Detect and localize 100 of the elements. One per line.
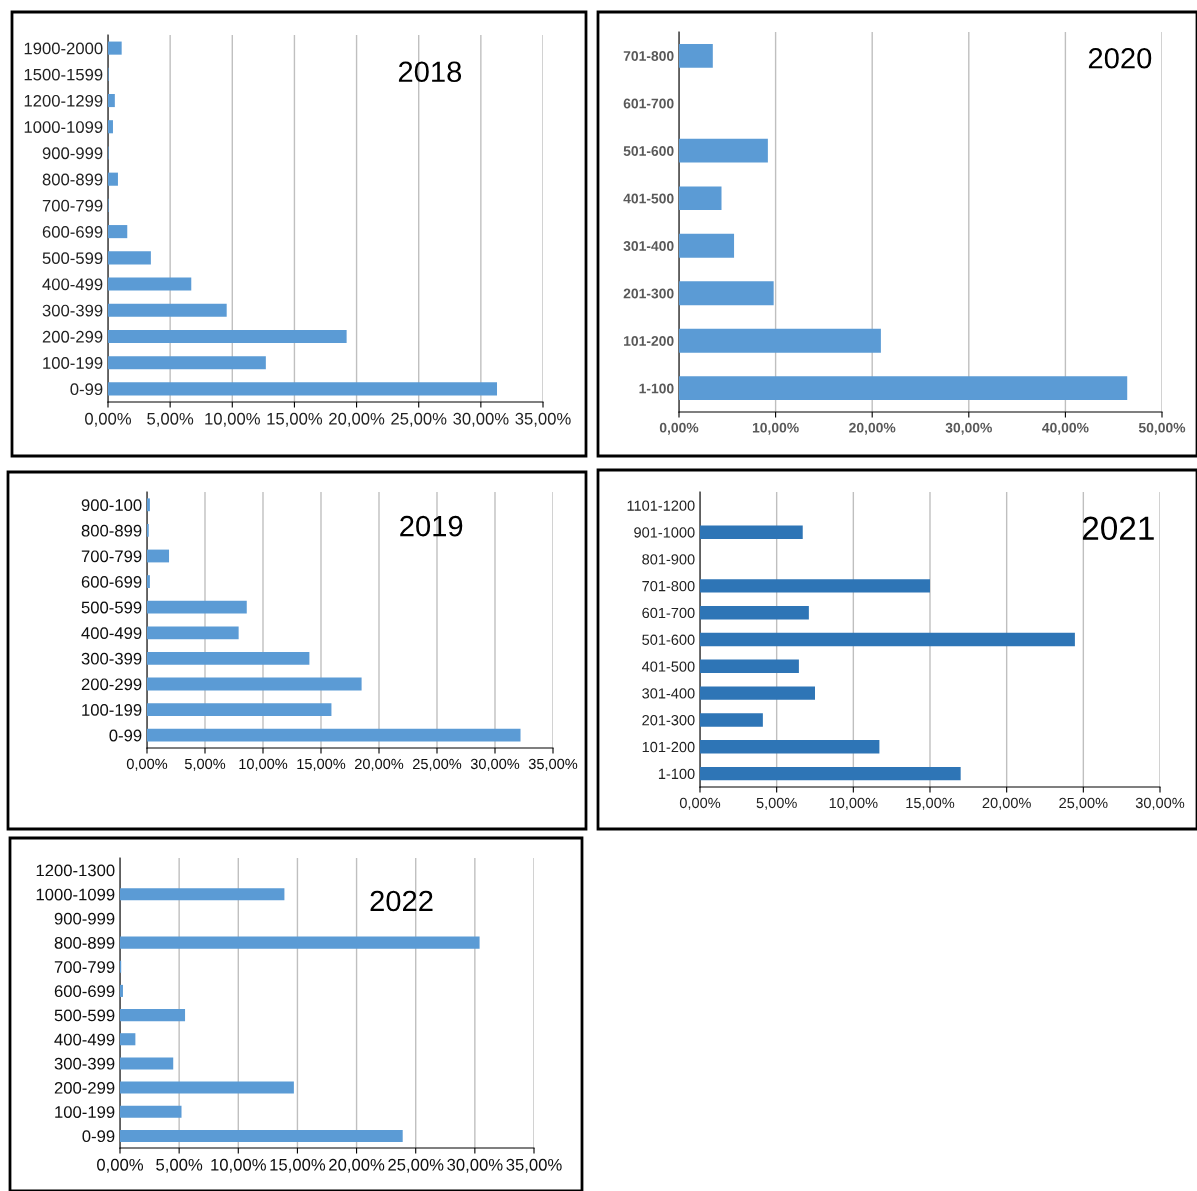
x-tick-label: 35,00% — [506, 1158, 562, 1173]
bar — [679, 186, 722, 211]
x-tick-label: 0,00% — [126, 758, 168, 771]
x-tick-label: 20,00% — [355, 758, 404, 771]
bar — [108, 172, 118, 186]
bar — [679, 376, 1128, 401]
y-tick-label: 600-699 — [42, 226, 103, 238]
bar — [120, 1105, 182, 1118]
y-tick-label: 900-999 — [42, 147, 103, 160]
y-tick-label: 101-200 — [642, 741, 695, 753]
y-tick-label: 400-499 — [81, 627, 142, 639]
x-tick-label: 15,00% — [270, 1158, 326, 1173]
bar — [108, 303, 227, 317]
y-tick-label: 600-699 — [54, 985, 115, 998]
y-tick-label: 1500-1599 — [24, 68, 103, 81]
x-tick-label: 25,00% — [1059, 797, 1108, 810]
y-tick-label: 100-199 — [82, 704, 142, 716]
bar — [108, 225, 128, 239]
y-tick-label: 100-199 — [43, 357, 103, 369]
bar — [147, 498, 150, 512]
bar — [108, 277, 192, 291]
y-tick-label: 101-200 — [624, 336, 674, 346]
x-tick-label: 20,00% — [982, 797, 1031, 810]
bar — [108, 329, 347, 344]
bar — [679, 233, 735, 258]
text: 2021 — [1082, 516, 1154, 541]
y-tick-label: 901-1000 — [634, 527, 695, 538]
y-tick-label: 700-799 — [81, 550, 142, 563]
bar — [700, 659, 799, 674]
bar — [679, 328, 881, 353]
bar — [120, 1009, 186, 1022]
x-tick-label: 0,00% — [85, 412, 132, 427]
y-tick-label: 1200-1300 — [36, 864, 115, 877]
bar — [108, 356, 266, 370]
x-tick-label: 10,00% — [829, 797, 878, 810]
y-tick-label: 500-599 — [42, 252, 103, 265]
y-tick-label: 0-99 — [70, 383, 103, 396]
y-tick-label: 300-399 — [81, 652, 142, 665]
bar — [147, 575, 150, 588]
text: 2022 — [370, 890, 433, 912]
y-tick-label: 500-599 — [81, 601, 142, 614]
x-tick-label: 15,00% — [267, 412, 323, 427]
y-tick-label: 1-100 — [639, 383, 674, 394]
bar — [120, 1033, 136, 1046]
x-tick-label: 30,00% — [470, 758, 520, 771]
y-tick-label: 0-99 — [109, 729, 142, 742]
y-tick-label: 500-599 — [54, 1009, 115, 1022]
y-tick-label: 701-800 — [642, 580, 695, 592]
y-tick-label: 200-299 — [54, 1081, 115, 1094]
x-tick-label: 10,00% — [211, 1158, 266, 1173]
y-tick-label: 1200-1299 — [24, 94, 103, 107]
y-tick-label: 1000-1099 — [36, 888, 115, 901]
x-tick-label: 5,00% — [756, 797, 797, 810]
y-tick-label: 401-500 — [641, 661, 695, 672]
bar — [120, 1129, 403, 1142]
x-tick-label: 10,00% — [239, 758, 288, 771]
y-tick-label: 501-600 — [642, 634, 695, 645]
x-tick-label: 15,00% — [297, 758, 346, 771]
y-tick-label: 801-900 — [642, 554, 695, 565]
y-tick-label: 201-300 — [623, 288, 674, 299]
bar — [147, 728, 521, 742]
bar — [679, 43, 713, 68]
bar — [147, 703, 332, 716]
bar — [700, 766, 961, 781]
x-tick-label: 0,00% — [679, 797, 721, 810]
y-tick-label: 700-799 — [54, 961, 115, 973]
bar — [120, 1057, 174, 1070]
y-tick-label: 501-600 — [623, 146, 674, 156]
y-tick-label: 800-899 — [42, 173, 103, 186]
bar — [700, 579, 930, 593]
x-tick-label: 40,00% — [1042, 422, 1089, 435]
x-tick-label: 5,00% — [184, 758, 226, 771]
x-tick-label: 5,00% — [147, 412, 194, 427]
y-tick-label: 300-399 — [54, 1057, 115, 1070]
x-tick-label: 35,00% — [515, 412, 571, 427]
bar — [700, 525, 803, 539]
y-tick-label: 301-400 — [642, 688, 695, 699]
x-tick-label: 30,00% — [453, 412, 509, 427]
x-tick-label: 35,00% — [528, 758, 578, 771]
y-tick-label: 701-800 — [623, 51, 674, 61]
x-tick-label: 30,00% — [1135, 797, 1185, 810]
bar — [108, 251, 151, 265]
x-tick-label: 0,00% — [97, 1158, 144, 1173]
x-tick-label: 20,00% — [849, 422, 896, 435]
bar — [679, 281, 774, 306]
x-tick-label: 50,00% — [1138, 422, 1186, 435]
x-tick-label: 20,00% — [329, 1158, 385, 1173]
text: 2018 — [398, 61, 462, 83]
y-tick-label: 700-799 — [42, 199, 103, 212]
bar — [147, 600, 247, 614]
bar — [700, 740, 880, 754]
x-tick-label: 25,00% — [391, 412, 447, 427]
x-tick-label: 20,00% — [329, 412, 385, 427]
x-tick-label: 25,00% — [388, 1158, 444, 1173]
text: 2019 — [400, 515, 463, 537]
y-tick-label: 601-700 — [623, 98, 674, 109]
bar — [120, 888, 285, 901]
x-tick-label: 10,00% — [205, 412, 260, 427]
y-tick-label: 1900-2000 — [24, 42, 103, 55]
y-tick-label: 800-899 — [81, 524, 142, 537]
